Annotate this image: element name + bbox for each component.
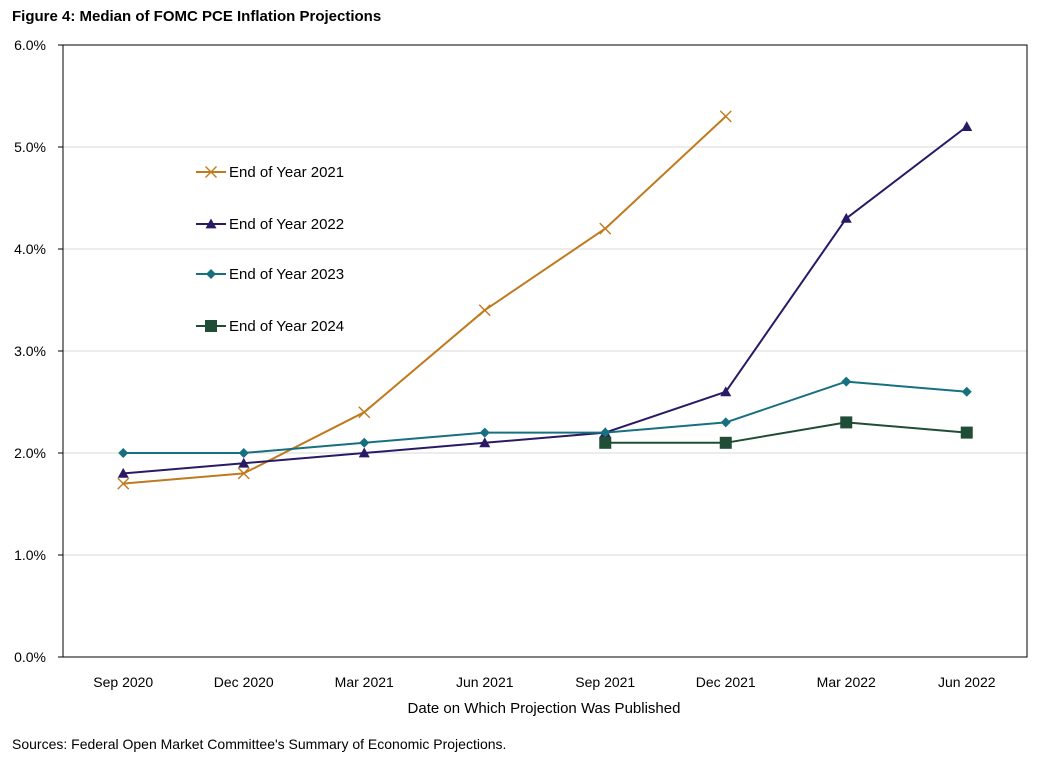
series-4 (599, 416, 973, 449)
x-axis-ticks: Sep 2020 Dec 2020 Mar 2021 Jun 2021 Sep 2021… (93, 674, 995, 690)
data-point-marker (961, 386, 972, 397)
data-point-marker (840, 212, 852, 223)
series-3 (118, 376, 972, 458)
data-point-marker (237, 467, 250, 480)
y-tick-label: 2.0% (14, 445, 46, 461)
source-note: Sources: Federal Open Market Committee's… (12, 736, 507, 752)
x-tick-label: Dec 2021 (696, 674, 756, 690)
data-point-marker (359, 437, 370, 448)
legend-label: End of Year 2024 (229, 318, 344, 335)
data-point-marker (600, 427, 611, 438)
gridlines (63, 146, 1027, 556)
y-tick-label: 5.0% (14, 139, 46, 155)
legend-marker (205, 166, 217, 178)
x-axis-label: Date on Which Projection Was Published (408, 700, 681, 717)
figure-title: Figure 4: Median of FOMC PCE Inflation P… (12, 8, 382, 25)
y-tick-label: 4.0% (14, 241, 46, 257)
data-point-marker (358, 447, 370, 458)
x-tick-label: Mar 2022 (817, 674, 876, 690)
y-tick-label: 3.0% (14, 343, 46, 359)
y-axis-ticks: 0.0% 1.0% 2.0% 3.0% 4.0% 5.0% 6.0% (14, 37, 63, 665)
series-1 (117, 110, 732, 490)
x-tick-label: Dec 2020 (214, 674, 274, 690)
x-tick-label: Sep 2020 (93, 674, 153, 690)
data-point-marker (479, 437, 491, 448)
data-point-marker (478, 304, 491, 317)
data-point-marker (720, 417, 731, 428)
data-point-marker (961, 121, 973, 131)
data-point-marker (960, 426, 973, 439)
x-tick-label: Mar 2021 (335, 674, 394, 690)
legend-marker (206, 269, 216, 279)
data-point-marker (117, 467, 129, 478)
legend-marker (205, 320, 217, 332)
x-tick-label: Jun 2021 (456, 674, 514, 690)
legend: End of Year 2021 End of Year 2022 End of Y… (196, 164, 344, 335)
data-point-marker (118, 448, 129, 458)
legend-entry: End of Year 2024 (196, 318, 344, 335)
series-group (117, 110, 973, 490)
data-point-marker (599, 222, 612, 235)
data-point-marker (238, 457, 250, 468)
legend-entry: End of Year 2022 (196, 216, 344, 233)
data-point-marker (479, 427, 490, 438)
series-line (123, 115, 727, 485)
data-point-marker (719, 436, 732, 449)
y-tick-label: 6.0% (14, 37, 46, 53)
legend-label: End of Year 2023 (229, 266, 344, 283)
series-line (123, 125, 968, 475)
x-tick-label: Sep 2021 (575, 674, 635, 690)
data-point-marker (840, 416, 853, 429)
data-point-marker (238, 448, 249, 458)
x-tick-label: Jun 2022 (938, 674, 996, 690)
series-line (123, 380, 967, 454)
data-point-marker (599, 436, 612, 449)
series-line (605, 421, 967, 444)
data-point-marker (841, 376, 852, 387)
legend-label: End of Year 2021 (229, 164, 344, 181)
legend-label: End of Year 2022 (229, 216, 344, 233)
legend-entry: End of Year 2023 (196, 266, 344, 283)
data-point-marker (358, 406, 371, 419)
y-tick-label: 0.0% (14, 649, 46, 665)
legend-marker (205, 218, 217, 229)
y-tick-label: 1.0% (14, 547, 46, 563)
legend-entry: End of Year 2021 (196, 164, 344, 181)
data-point-marker (720, 386, 732, 397)
data-point-marker (117, 477, 130, 490)
data-point-marker (719, 110, 732, 123)
